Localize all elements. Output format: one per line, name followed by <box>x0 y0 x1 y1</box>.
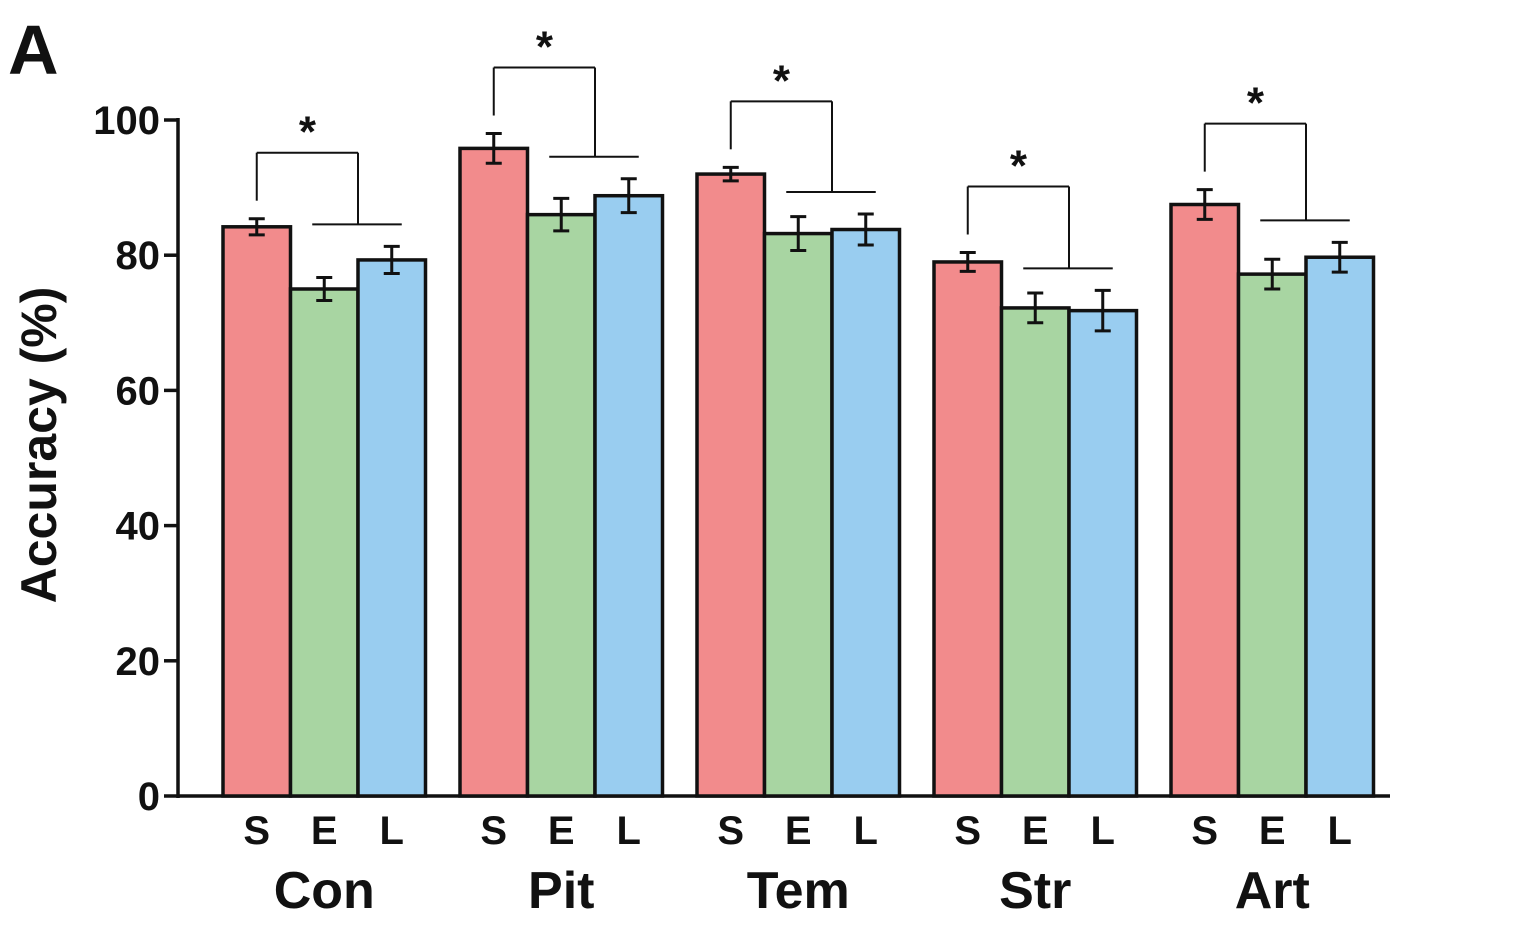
y-tick-label: 0 <box>138 775 160 819</box>
bar-label: S <box>243 809 270 853</box>
bar-tem-l <box>830 227 902 798</box>
bar-art-e <box>1236 272 1308 798</box>
bar-label: E <box>311 809 338 853</box>
significance-star: * <box>773 56 791 105</box>
group-label: Art <box>1235 862 1310 920</box>
y-tick-label: 60 <box>116 369 161 413</box>
group-label: Pit <box>528 862 594 920</box>
y-tick-label: 100 <box>93 99 160 143</box>
panel-letter: A <box>8 11 59 89</box>
bar-con-s <box>221 225 293 798</box>
bar-str-l <box>1067 308 1139 798</box>
bar-pit-s <box>458 146 530 798</box>
y-tick-label: 20 <box>116 640 161 684</box>
y-axis-title: Accuracy (%) <box>11 287 67 604</box>
bar-label: E <box>548 809 575 853</box>
bar-label: E <box>1022 809 1049 853</box>
bar-art-l <box>1304 255 1376 798</box>
bar-label: E <box>1259 809 1286 853</box>
bar-art-s <box>1169 202 1241 798</box>
bar-label: L <box>380 809 404 853</box>
y-tick-label: 80 <box>116 234 161 278</box>
bar-tem-s <box>695 172 767 798</box>
bar-pit-l <box>593 193 665 798</box>
bar-label: S <box>954 809 981 853</box>
bar-label: S <box>480 809 507 853</box>
bar-str-e <box>999 306 1071 798</box>
bar-con-e <box>288 287 360 798</box>
bar-label: L <box>1091 809 1115 853</box>
bar-str-s <box>932 260 1004 798</box>
bar-label: E <box>785 809 812 853</box>
bar-pit-e <box>525 212 597 798</box>
significance-star: * <box>1247 79 1265 128</box>
significance-star: * <box>536 23 554 72</box>
bar-label: S <box>717 809 744 853</box>
bar-label: L <box>854 809 878 853</box>
bar-con-l <box>356 258 428 798</box>
y-tick-label: 40 <box>116 505 161 549</box>
group-label: Tem <box>747 862 850 920</box>
significance-star: * <box>1010 141 1028 190</box>
group-label: Con <box>274 862 375 920</box>
bar-label: L <box>1328 809 1352 853</box>
significance-star: * <box>299 108 317 157</box>
group-label: Str <box>999 862 1071 920</box>
bar-label: L <box>617 809 641 853</box>
bar-label: S <box>1191 809 1218 853</box>
bar-tem-e <box>762 231 834 798</box>
